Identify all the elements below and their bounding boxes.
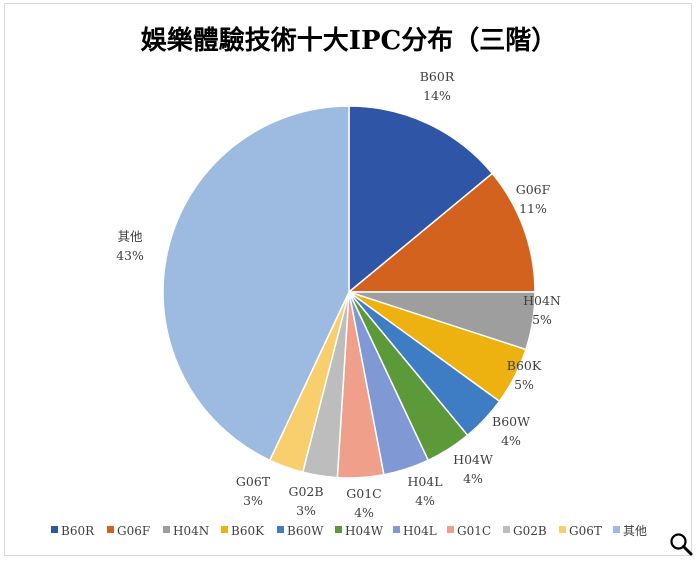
slice-label-percent: 5% xyxy=(514,377,534,392)
legend-entry: H04W xyxy=(345,524,384,538)
legend-entry: G06F xyxy=(117,524,150,538)
slice-label-category: G06T xyxy=(236,474,271,489)
legend-entry: H04N xyxy=(173,524,209,538)
slice-labels: B60R 14% G06F 11% H04N 5% B60K 5% B60W 4% H04W 4% H0… xyxy=(116,69,561,520)
slice-label-percent: 4% xyxy=(501,433,521,448)
legend-swatch xyxy=(335,526,342,533)
legend-entry: G01C xyxy=(457,524,491,538)
slice-label-percent: 5% xyxy=(532,312,552,327)
slice-label-category: B60W xyxy=(492,414,530,429)
legend-entry: B60K xyxy=(231,524,265,538)
legend-swatch xyxy=(51,526,58,533)
slice-label-category: G06F xyxy=(516,182,551,197)
legend-swatch xyxy=(277,526,284,533)
chart-frame: 娛樂體驗技術十大IPC分布（三階） B60R 14% G06F 11% H04N 5% B6… xyxy=(4,3,692,556)
slice-label-category: H04L xyxy=(407,474,442,489)
slice-label-category: G01C xyxy=(346,486,381,501)
pie-slice-b60r xyxy=(348,105,494,294)
legend-swatch xyxy=(559,526,566,533)
legend-entry: 其他 xyxy=(623,524,647,538)
slice-label-percent: 4% xyxy=(415,493,435,508)
pie-chart: 娛樂體驗技術十大IPC分布（三階） B60R14%G06F11%H04N5%B6… xyxy=(51,25,647,538)
slice-label-percent: 43% xyxy=(116,248,144,263)
legend-swatch xyxy=(107,526,114,533)
magnifier-icon[interactable] xyxy=(668,531,694,557)
slice-label-category: G02B xyxy=(288,484,323,499)
slice-label-percent: 11% xyxy=(519,201,547,216)
legend-swatch xyxy=(163,526,170,533)
slice-label-category: 其他 xyxy=(117,229,143,244)
slice-label-category: H04N xyxy=(523,293,561,308)
slice-label-category: B60K xyxy=(507,358,542,373)
legend-entry: G06T xyxy=(569,524,602,538)
legend-entry: B60W xyxy=(287,524,324,538)
slice-label-percent: 4% xyxy=(463,471,483,486)
legend-swatch xyxy=(503,526,510,533)
pie-slices xyxy=(162,105,536,479)
slice-label-percent: 3% xyxy=(243,493,263,508)
legend: B60R G06F H04N B60K B60W H04W H04L G01C G02B G06T… xyxy=(51,524,647,538)
chart-title: 娛樂體驗技術十大IPC分布（三階） xyxy=(140,25,557,56)
legend-swatch xyxy=(447,526,454,533)
pie-slice-其他 xyxy=(162,105,350,462)
legend-swatch xyxy=(221,526,228,533)
slice-label-percent: 4% xyxy=(354,505,374,520)
legend-entry: B60R xyxy=(61,524,95,538)
legend-entry: G02B xyxy=(513,524,547,538)
slice-label-percent: 3% xyxy=(296,503,316,518)
slice-label-category: B60R xyxy=(420,69,455,84)
legend-entry: H04L xyxy=(403,524,437,538)
legend-swatch xyxy=(393,526,400,533)
pie-slice-g06f xyxy=(346,172,536,293)
legend-swatch xyxy=(613,526,620,533)
slice-label-percent: 14% xyxy=(423,88,451,103)
slice-label-category: H04W xyxy=(453,452,493,467)
